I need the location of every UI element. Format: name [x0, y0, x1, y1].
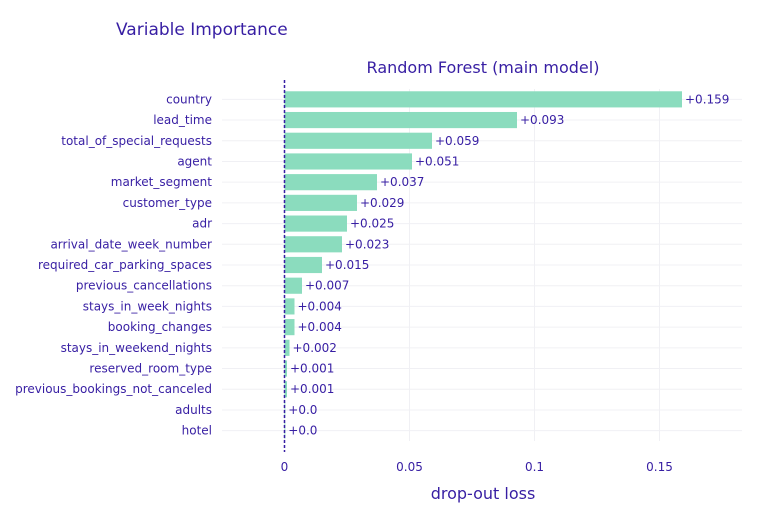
value-label: +0.004: [298, 320, 342, 334]
value-label: +0.093: [520, 113, 564, 127]
category-label: market_segment: [111, 175, 213, 189]
bar: [284, 236, 342, 253]
category-label: agent: [177, 154, 212, 168]
category-label: arrival_date_week_number: [50, 237, 212, 251]
bar: [284, 132, 432, 149]
bar: [284, 111, 517, 129]
value-label: +0.001: [290, 382, 334, 396]
value-label: +0.015: [325, 258, 369, 272]
category-label: customer_type: [123, 196, 212, 210]
bar: [284, 174, 377, 191]
bar: [284, 298, 295, 315]
value-label: +0.0: [288, 403, 317, 417]
category-label: total_of_special_requests: [61, 134, 212, 148]
value-label: +0.051: [415, 154, 459, 168]
category-label: booking_changes: [108, 320, 212, 334]
category-label: reserved_room_type: [89, 362, 212, 376]
value-label: +0.059: [435, 134, 479, 148]
bar: [284, 256, 322, 274]
value-label: +0.001: [290, 362, 334, 376]
category-label: adults: [175, 403, 212, 417]
bar: [284, 153, 412, 170]
bar: [284, 194, 357, 211]
x-tick-label: 0: [281, 460, 289, 474]
bar: [284, 360, 287, 377]
category-label: hotel: [182, 424, 212, 438]
value-label: +0.0: [288, 424, 317, 438]
value-label: +0.007: [305, 279, 349, 293]
category-label: required_car_parking_spaces: [38, 258, 212, 272]
bar: [284, 215, 347, 232]
value-label: +0.025: [350, 217, 394, 231]
bar: [284, 91, 682, 108]
chart-subtitle: Random Forest (main model): [366, 58, 600, 77]
x-tick-label: 0.05: [396, 460, 423, 474]
bar: [284, 339, 290, 356]
bar: [284, 277, 302, 294]
category-label: previous_cancellations: [76, 279, 212, 293]
x-tick-label: 0.15: [646, 460, 673, 474]
bar: [284, 381, 287, 398]
chart-title: Variable Importance: [116, 20, 288, 40]
x-axis-title: drop-out loss: [430, 484, 536, 503]
category-label: adr: [192, 217, 212, 231]
x-tick-label: 0.1: [525, 460, 544, 474]
category-label: previous_bookings_not_canceled: [15, 382, 212, 396]
value-label: +0.037: [380, 175, 424, 189]
value-label: +0.159: [685, 92, 729, 106]
bar: [284, 401, 286, 419]
value-label: +0.023: [345, 237, 389, 251]
category-label: stays_in_weekend_nights: [61, 341, 212, 355]
category-label: country: [166, 92, 212, 106]
category-label: lead_time: [153, 113, 212, 127]
category-label: stays_in_week_nights: [83, 299, 212, 313]
bar: [284, 319, 295, 336]
value-label: +0.004: [298, 299, 342, 313]
value-label: +0.029: [360, 196, 404, 210]
value-label: +0.002: [293, 341, 337, 355]
